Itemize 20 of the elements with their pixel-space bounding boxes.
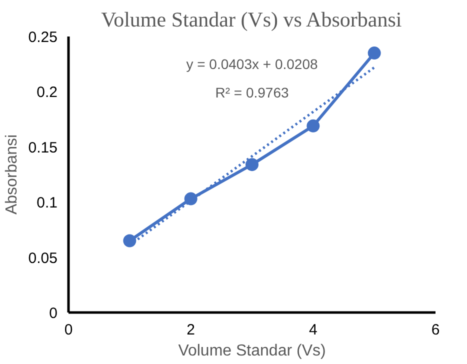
y-tick-label: 0.25 [28,29,58,46]
point [184,192,198,206]
y-axis-title: Absorbansi [3,134,20,215]
x-axis-title: Volume Standar (Vs) [178,342,326,360]
annotation: R² = 0.9763 [215,84,289,101]
point [306,119,320,132]
point [368,46,381,60]
chart-title: Volume Standar (Vs) vs Absorbansi [101,8,402,32]
y-tick-label: 0 [49,305,58,322]
y-tick-label: 0.05 [28,250,58,267]
x-tick-label: 0 [64,322,73,338]
point [246,158,258,172]
y-tick-label: 0.15 [28,139,58,156]
annotation: y = 0.0403x + 0.0208 [186,56,318,72]
y-tick-label: 0.2 [36,84,58,102]
x-tick-label: 6 [431,322,440,338]
point [123,234,136,248]
x-tick-label: 2 [186,322,196,338]
x-tick-label: 4 [308,322,318,338]
y-tick-label: 0.1 [36,194,58,212]
